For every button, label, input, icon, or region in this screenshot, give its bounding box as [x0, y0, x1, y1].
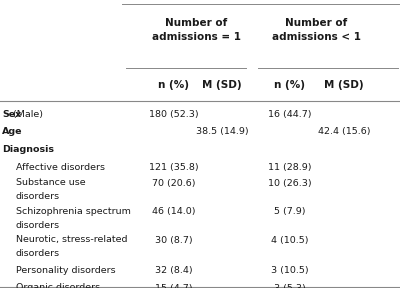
Text: Number of
admissions = 1: Number of admissions = 1: [152, 18, 240, 42]
Text: 3 (10.5): 3 (10.5): [271, 266, 309, 275]
Text: 121 (35.8): 121 (35.8): [149, 163, 199, 172]
Text: 30 (8.7): 30 (8.7): [155, 236, 193, 245]
Text: 70 (20.6): 70 (20.6): [152, 179, 196, 188]
Text: Personality disorders: Personality disorders: [16, 266, 116, 275]
Text: 4 (10.5): 4 (10.5): [271, 236, 309, 245]
Text: disorders: disorders: [16, 221, 60, 230]
Text: Organic disorders: Organic disorders: [16, 283, 100, 288]
Text: 5 (7.9): 5 (7.9): [274, 207, 306, 216]
Text: 16 (44.7): 16 (44.7): [268, 109, 312, 119]
Text: 38.5 (14.9): 38.5 (14.9): [196, 127, 248, 137]
Text: disorders: disorders: [16, 192, 60, 201]
Text: Affective disorders: Affective disorders: [16, 163, 105, 172]
Text: Number of
admissions < 1: Number of admissions < 1: [272, 18, 360, 42]
Text: Sex: Sex: [2, 109, 21, 119]
Text: Diagnosis: Diagnosis: [2, 145, 54, 154]
Text: Substance use: Substance use: [16, 178, 86, 187]
Text: Neurotic, stress-related: Neurotic, stress-related: [16, 235, 128, 244]
Text: 3 (5.3): 3 (5.3): [274, 283, 306, 288]
Text: 46 (14.0): 46 (14.0): [152, 207, 196, 216]
Text: Age: Age: [2, 127, 22, 137]
Text: M (SD): M (SD): [202, 80, 242, 90]
Text: disorders: disorders: [16, 249, 60, 258]
Text: 15 (4.7): 15 (4.7): [155, 283, 193, 288]
Text: 10 (26.3): 10 (26.3): [268, 179, 312, 188]
Text: (Male): (Male): [10, 109, 43, 119]
Text: 180 (52.3): 180 (52.3): [149, 109, 199, 119]
Text: M (SD): M (SD): [324, 80, 364, 90]
Text: 42.4 (15.6): 42.4 (15.6): [318, 127, 370, 137]
Text: 11 (28.9): 11 (28.9): [268, 163, 312, 172]
Text: n (%): n (%): [274, 80, 306, 90]
Text: n (%): n (%): [158, 80, 190, 90]
Text: Schizophrenia spectrum: Schizophrenia spectrum: [16, 206, 131, 215]
Text: 32 (8.4): 32 (8.4): [155, 266, 193, 275]
